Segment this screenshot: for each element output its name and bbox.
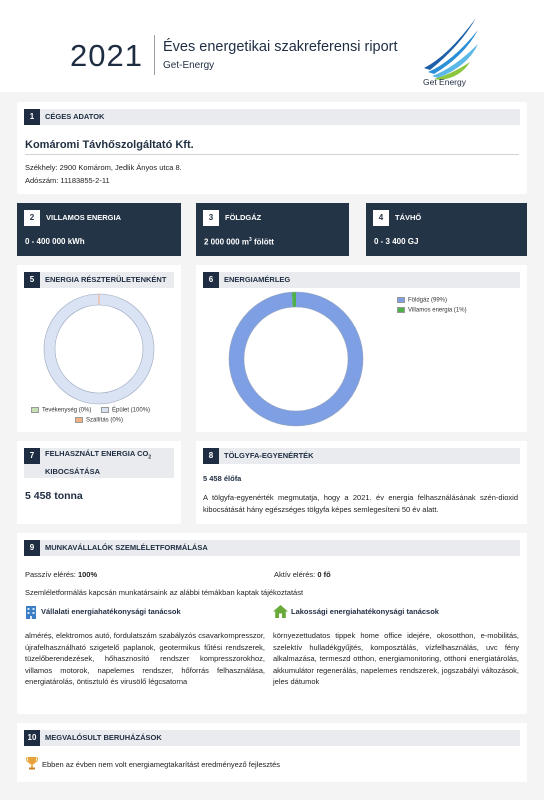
divider [25,154,519,155]
section-title: CÉGES ADATOK [45,112,105,121]
corporate-tips-title: Vállalati energiahatékonysági tanácsok [41,607,181,616]
legend-item: Szállítás (0%) [75,417,123,424]
donut-slice-épület [44,294,154,404]
section-number: 2 [24,210,40,226]
section-header [24,540,520,556]
district-heating-value: 0 - 3 400 GJ [374,237,419,246]
section-header [24,448,174,478]
legend-swatch [397,307,405,313]
header-divider [154,35,155,75]
oak-description: A tölgyfa-egyenérték megmutatja, hogy a … [203,493,518,514]
passive-reach: Passzív elérés: 100% [25,570,98,579]
section-header [24,109,520,125]
legend-item: Villamos energia (1%) [397,307,467,314]
section-number: 9 [24,540,40,556]
energy-balance-card: 6 ENERGIAMÉRLEG Földgáz (99%) Villamos e… [196,265,527,432]
section-number: 7 [24,448,40,464]
report-header: 2021 Éves energetikai szakreferensi ripo… [0,0,544,92]
section-title: TÁVHŐ [395,213,422,222]
office-building-icon [26,606,36,619]
section-number: 6 [203,272,219,288]
electricity-card: 2 VILLAMOS ENERGIA 0 - 400 000 kWh [17,203,181,256]
oak-value: 5 458 élőfa [203,474,242,483]
legend-swatch [397,297,405,303]
get-energy-logo-icon [424,18,478,80]
report-subtitle: Get-Energy [163,60,215,71]
corporate-tips-text: alméréș, elektromos autó, fordulatszám s… [25,631,265,686]
section-number: 5 [24,272,40,288]
legend-swatch [31,407,39,413]
trophy-icon [26,757,38,770]
house-icon [273,605,288,618]
section-title: MEGVALÓSULT BERUHÁZÁSOK [45,733,162,742]
section-number: 10 [24,730,40,746]
district-heating-card: 4 TÁVHŐ 0 - 3 400 GJ [366,203,527,256]
donut-slice-földgáz [229,292,363,426]
awareness-intro: Szemléletformálás kapcsán munkatársaink … [25,588,304,597]
section-title: MUNKAVÁLLALÓK SZEMLÉLETFORMÁLÁSA [45,543,208,552]
legend-item: Földgáz (99%) [397,297,447,304]
energy-by-area-card: 5 ENERGIA RÉSZTERÜLETENKÉNT Tevékenység … [17,265,181,432]
section-number: 8 [203,448,219,464]
co2-emission-card: 7 FELHASZNÁLT ENERGIA CO2 KIBOCSÁTÁSA 5 4… [17,441,181,524]
co2-value: 5 458 tonna [25,490,83,502]
section-header [24,730,520,746]
logo-text: Get Energy [423,77,466,87]
section-number: 1 [24,109,40,125]
household-tips-title: Lakossági energiahatékonysági tanácsok [291,607,439,616]
natural-gas-value: 2 000 000 m3 fölött [204,237,274,247]
employee-awareness-card: 9 MUNKAVÁLLALÓK SZEMLÉLETFORMÁLÁSA Passz… [17,533,527,714]
section-header [24,272,174,288]
company-tax-number: Adószám: 11183855-2-11 [25,176,110,185]
company-address: Székhely: 2900 Komárom, Jedlik Ányos utc… [25,163,182,172]
energy-by-area-donut-chart [43,293,155,405]
legend-swatch [101,407,109,413]
investments-card: 10 MEGVALÓSULT BERUHÁZÁSOK Ebben az évbe… [17,723,527,782]
report-title: Éves energetikai szakreferensi riport [163,39,398,55]
section-title: VILLAMOS ENERGIA [46,213,122,222]
section-title: ENERGIAMÉRLEG [224,275,291,284]
electricity-value: 0 - 400 000 kWh [25,237,85,246]
section-number: 4 [373,210,389,226]
report-year: 2021 [70,38,143,73]
household-tips-text: környezettudatos tippek home office idej… [273,631,519,686]
oak-equivalent-card: 8 TÖLGYFA-EGYENÉRTÉK 5 458 élőfa A tölgy… [196,441,527,524]
section-title: TÖLGYFA-EGYENÉRTÉK [224,451,314,460]
section-header [203,272,520,288]
section-title: ENERGIA RÉSZTERÜLETENKÉNT [45,275,167,284]
legend-swatch [75,417,83,423]
donut-outline [43,293,155,405]
donut-outline [228,291,364,427]
section-title: FÖLDGÁZ [225,213,262,222]
section-header [203,448,520,464]
section-number: 3 [203,210,219,226]
investments-text: Ebben az évben nem volt energiamegtakarí… [42,760,281,769]
company-name: Komáromi Távhőszolgáltató Kft. [25,139,194,151]
active-reach: Aktív elérés: 0 fő [274,570,331,579]
natural-gas-card: 3 FÖLDGÁZ 2 000 000 m3 fölött [196,203,349,256]
legend-item: Épület (100%) [101,407,150,414]
company-data-card: 1 CÉGES ADATOK Komáromi Távhőszolgáltató… [17,102,527,194]
donut-outline [54,304,144,394]
donut-outline [243,306,349,412]
legend-item: Tevékenység (0%) [31,407,91,414]
section-title: FELHASZNÁLT ENERGIA CO2 KIBOCSÁTÁSA [45,449,152,476]
energy-balance-donut-chart [228,291,364,427]
